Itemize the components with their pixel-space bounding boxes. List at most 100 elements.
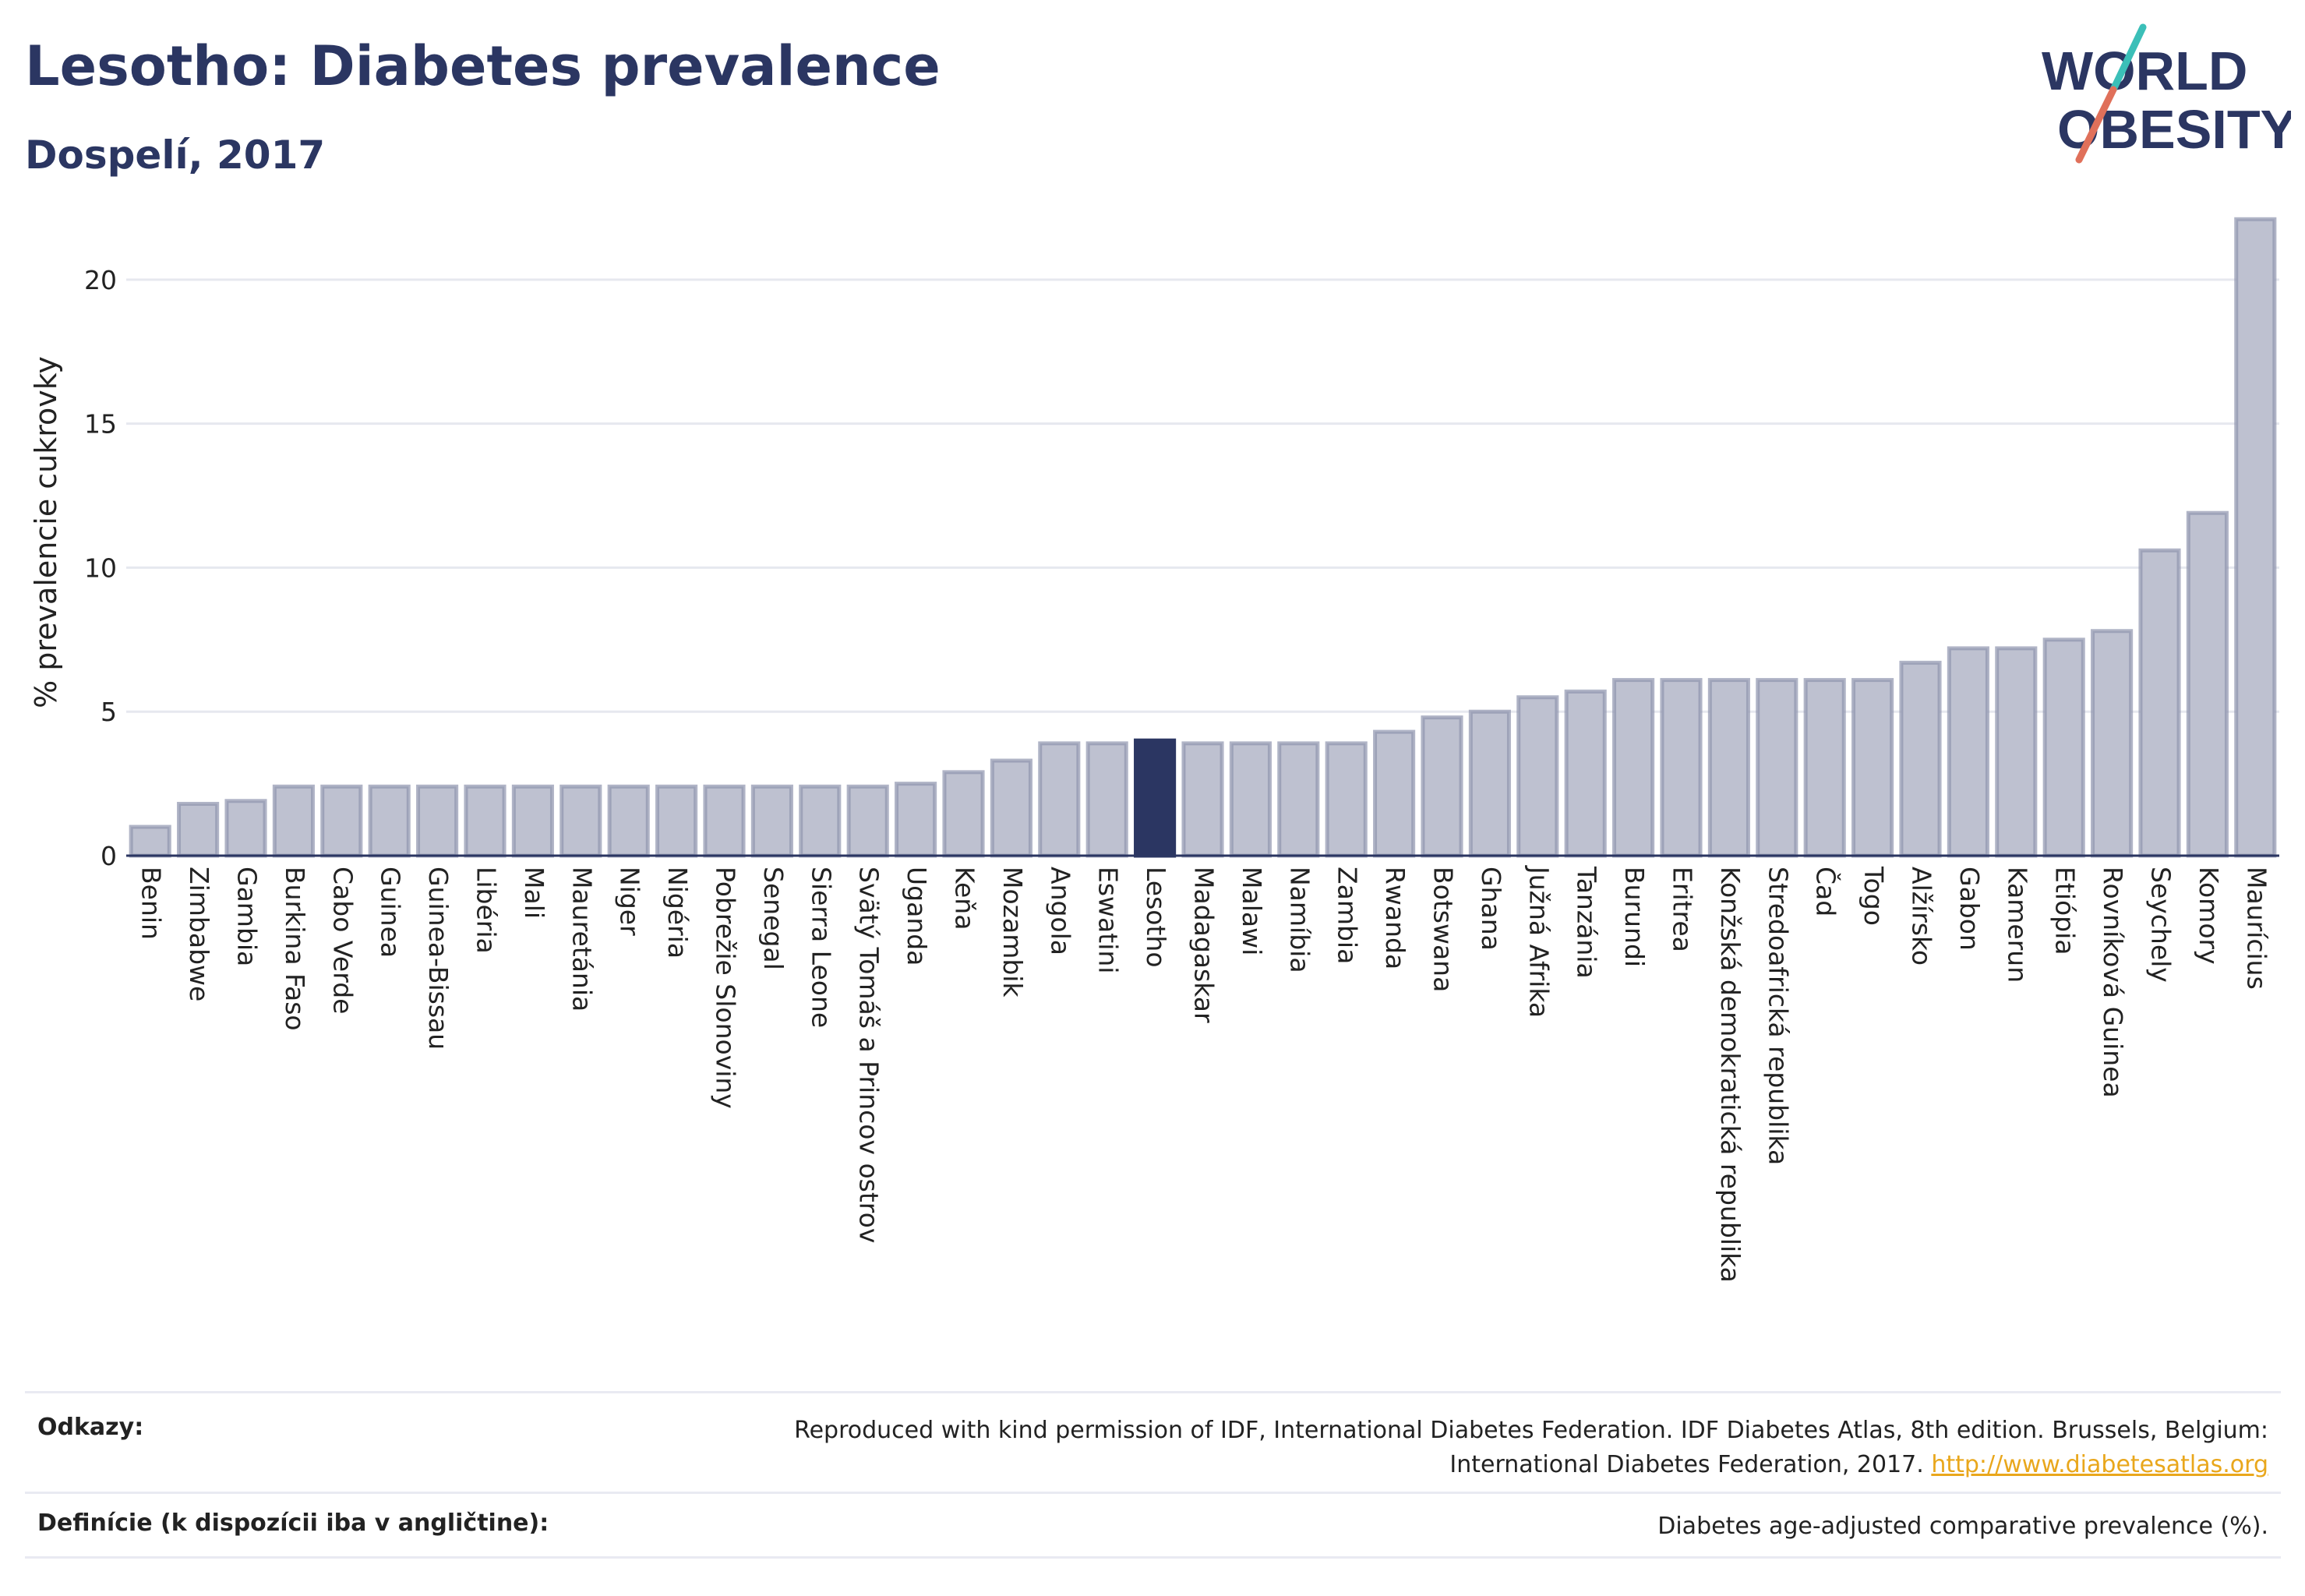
x-tick-label-20: Eswatini: [1093, 867, 1124, 973]
y-tick-label-4: 20: [84, 265, 117, 295]
x-tick-label-21: Lesotho: [1141, 867, 1171, 968]
y-tick-label-2: 10: [84, 553, 117, 583]
x-tick-label-19: Angola: [1045, 867, 1075, 955]
bar-19: [1038, 741, 1081, 858]
chart-subtitle: Dospelí, 2017: [25, 132, 326, 178]
x-tick-label-36: Togo: [1858, 866, 1889, 926]
x-tick-label-41: Rovníková Guinea: [2098, 867, 2128, 1098]
bar-42: [2138, 548, 2181, 858]
bar-33: [1707, 678, 1750, 858]
x-tick-label-15: Svätý Tomáš a Princov ostrov: [854, 867, 884, 1243]
x-tick-label-11: Nigéria: [662, 867, 693, 959]
bar-3: [272, 784, 315, 858]
bar-32: [1660, 678, 1703, 858]
x-axis-labels: Benin Zimbabwe Gambia Burkina Faso Cabo Verd…: [136, 865, 2272, 1283]
definitions-row: Definície (k dispozícii iba v angličtine…: [25, 1492, 2281, 1559]
x-tick-label-43: Komory: [2194, 867, 2224, 965]
bar-40: [2042, 637, 2085, 858]
x-tick-label-39: Kamerun: [2002, 867, 2032, 983]
bars: [129, 217, 2277, 858]
bar-18: [990, 758, 1032, 858]
bar-2: [224, 799, 267, 858]
bar-22: [1181, 741, 1224, 858]
bar-6: [416, 784, 459, 858]
x-tick-label-7: Libéria: [471, 867, 502, 954]
x-tick-label-31: Burundi: [1619, 867, 1650, 967]
bar-24: [1277, 741, 1320, 858]
x-tick-label-27: Botswana: [1428, 867, 1459, 992]
bar-27: [1421, 715, 1463, 858]
bar-30: [1564, 689, 1607, 858]
x-tick-label-44: Maurícius: [2241, 867, 2271, 990]
references-link[interactable]: http://www.diabetesatlas.org: [1931, 1451, 2268, 1478]
logo-text-world: WORLD: [2042, 41, 2247, 101]
bar-38: [1947, 646, 1989, 858]
bar-35: [1803, 678, 1846, 858]
references-text-line1: Reproduced with kind permission of IDF, …: [794, 1417, 2268, 1444]
bar-11: [655, 784, 698, 858]
bar-21: [1134, 738, 1177, 858]
bar-13: [750, 784, 793, 858]
x-tick-label-35: Čad: [1811, 867, 1842, 916]
references-text: Reproduced with kind permission of IDF, …: [794, 1414, 2281, 1482]
x-tick-label-25: Zambia: [1333, 867, 1363, 964]
x-tick-label-30: Tanzánia: [1572, 866, 1602, 979]
x-tick-label-3: Burkina Faso: [280, 867, 310, 1031]
definitions-label: Definície (k dispozícii iba v angličtine…: [37, 1509, 549, 1537]
bar-34: [1756, 678, 1798, 858]
bar-14: [799, 784, 842, 858]
bar-43: [2186, 510, 2229, 858]
footer: Odkazy: Reproduced with kind permission …: [25, 1391, 2281, 1559]
bar-chart: 0 5 10 15 20 Benin Zimbabwe Gambia Burkina Faso…: [29, 217, 2279, 1283]
x-tick-label-28: Ghana: [1476, 867, 1506, 951]
logo-slash-coral: [2075, 86, 2117, 164]
x-tick-label-5: Guinea: [376, 867, 406, 958]
bar-20: [1085, 741, 1128, 858]
x-tick-label-16: Uganda: [902, 867, 932, 966]
x-tick-label-10: Niger: [615, 867, 645, 936]
x-tick-label-18: Mozambik: [997, 867, 1028, 998]
x-tick-label-40: Etiópia: [2050, 867, 2081, 955]
bar-17: [942, 770, 985, 858]
x-tick-label-42: Seychely: [2146, 867, 2176, 983]
x-tick-label-32: Eritrea: [1668, 867, 1698, 952]
bar-7: [464, 784, 507, 858]
bar-10: [607, 784, 650, 858]
bar-23: [1229, 741, 1272, 858]
x-tick-label-26: Rwanda: [1380, 867, 1410, 969]
bar-5: [368, 784, 411, 858]
bar-36: [1851, 678, 1894, 858]
x-tick-label-8: Mali: [519, 867, 549, 919]
bar-44: [2234, 217, 2277, 858]
bar-8: [511, 784, 554, 858]
definitions-text: Diabetes age-adjusted comparative preval…: [1657, 1513, 2268, 1540]
y-tick-label-1: 5: [101, 697, 117, 727]
x-tick-label-34: Stredoafrická republika: [1763, 867, 1793, 1165]
bar-41: [2091, 629, 2134, 858]
bar-31: [1612, 678, 1655, 858]
bar-25: [1325, 741, 1368, 858]
y-tick-label-3: 15: [84, 409, 117, 440]
logo-slash-teal: [2109, 23, 2147, 94]
x-tick-label-37: Alžírsko: [1907, 867, 1937, 966]
x-tick-label-6: Guinea-Bissau: [423, 867, 454, 1050]
bar-37: [1899, 660, 1942, 858]
bar-9: [559, 784, 602, 858]
x-tick-label-22: Madagaskar: [1189, 867, 1220, 1023]
bar-28: [1468, 709, 1511, 858]
bar-0: [129, 824, 171, 858]
bar-1: [177, 801, 220, 858]
x-tick-label-24: Namíbia: [1284, 867, 1315, 973]
y-axis-ticks: 0 5 10 15 20: [84, 265, 117, 871]
bar-15: [846, 784, 889, 858]
bar-16: [895, 782, 937, 858]
world-obesity-logo: WORLD OBESITY: [2042, 23, 2291, 164]
y-axis-label: % prevalencie cukrovky: [29, 356, 63, 708]
x-tick-label-33: Konžská demokratická republika: [1715, 867, 1746, 1283]
bar-12: [703, 784, 746, 858]
references-label: Odkazy:: [37, 1414, 144, 1441]
chart-title: Lesotho: Diabetes prevalence: [25, 34, 941, 98]
references-text-line2: International Diabetes Federation, 2017.: [1449, 1451, 1924, 1478]
y-tick-label-0: 0: [101, 841, 117, 871]
references-row: Odkazy: Reproduced with kind permission …: [25, 1391, 2281, 1492]
